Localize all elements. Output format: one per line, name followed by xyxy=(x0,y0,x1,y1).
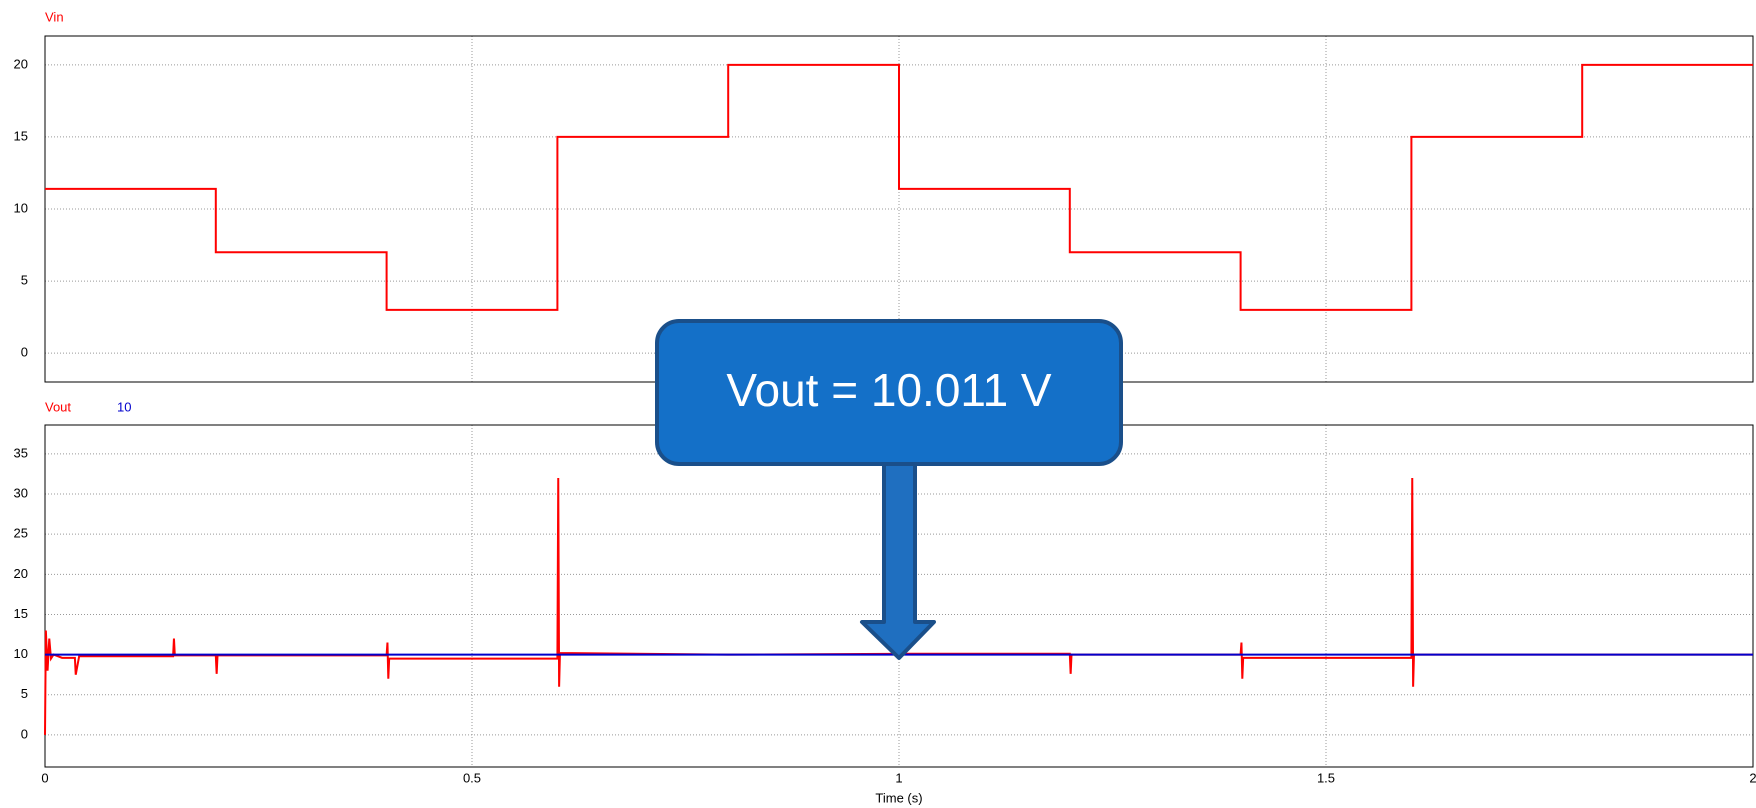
y-tick-label: 0 xyxy=(21,345,28,360)
x-tick-label: 1.5 xyxy=(1317,770,1335,785)
x-tick-label: 2 xyxy=(1749,770,1756,785)
y-tick-label: 30 xyxy=(14,485,28,500)
x-axis-label: Time (s) xyxy=(875,790,922,805)
series-line xyxy=(45,63,1753,311)
legend-label: 10 xyxy=(117,399,131,414)
x-tick-label: 0.5 xyxy=(463,770,481,785)
x-tick-label: 0 xyxy=(41,770,48,785)
y-tick-label: 35 xyxy=(14,445,28,460)
callout: Vout = 10.011 V xyxy=(655,319,1123,660)
callout-text: Vout = 10.011 V xyxy=(726,364,1052,416)
y-tick-label: 25 xyxy=(14,526,28,541)
x-tick-label: 1 xyxy=(895,770,902,785)
y-tick-label: 20 xyxy=(14,566,28,581)
y-tick-label: 15 xyxy=(14,128,28,143)
legend-label: Vout xyxy=(45,399,71,414)
y-tick-label: 10 xyxy=(14,200,28,215)
y-tick-label: 5 xyxy=(21,686,28,701)
legend-label: Vin xyxy=(45,9,64,24)
y-tick-label: 15 xyxy=(14,606,28,621)
series-line xyxy=(44,477,1753,735)
y-tick-label: 5 xyxy=(21,273,28,288)
y-tick-label: 20 xyxy=(14,56,28,71)
y-tick-label: 10 xyxy=(14,646,28,661)
y-tick-label: 0 xyxy=(21,726,28,741)
callout-arrow xyxy=(860,460,936,660)
callout-box xyxy=(655,319,1123,466)
